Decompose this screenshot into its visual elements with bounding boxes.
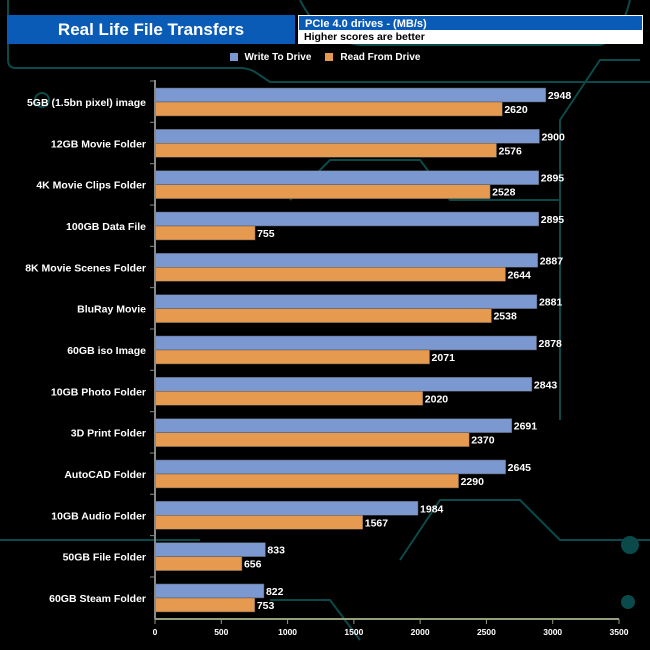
category-label: BluRay Movie bbox=[77, 304, 146, 316]
x-tick-label: 3500 bbox=[610, 627, 629, 637]
data-label: 755 bbox=[257, 228, 275, 240]
bar-write bbox=[154, 335, 537, 351]
data-label: 2370 bbox=[471, 435, 495, 447]
bar-read bbox=[154, 515, 363, 530]
bar-read bbox=[154, 267, 506, 282]
data-label: 2881 bbox=[539, 297, 563, 309]
bar-write bbox=[154, 170, 540, 185]
legend-swatch-read bbox=[325, 53, 334, 61]
data-label: 2576 bbox=[499, 145, 523, 157]
bar-read bbox=[154, 184, 491, 199]
x-tick-label: 2000 bbox=[411, 627, 430, 637]
data-label: 656 bbox=[244, 559, 262, 571]
category-label: 3D Print Folder bbox=[71, 428, 146, 440]
bar-write bbox=[154, 211, 540, 227]
data-label: 2900 bbox=[541, 131, 565, 143]
category-label: 4K Movie Clips Folder bbox=[36, 180, 146, 192]
x-tick-label: 1000 bbox=[278, 627, 297, 637]
data-label: 753 bbox=[257, 600, 275, 612]
data-label: 2020 bbox=[425, 393, 449, 405]
data-label: 2878 bbox=[539, 338, 563, 350]
bar-write bbox=[154, 129, 540, 144]
data-label: 1984 bbox=[420, 503, 444, 515]
category-label: 8K Movie Scenes Folder bbox=[25, 262, 146, 274]
x-tick-label: 0 bbox=[153, 627, 158, 637]
data-label: 2645 bbox=[508, 462, 532, 474]
bar-read bbox=[154, 308, 492, 323]
legend-swatch-write bbox=[229, 53, 238, 61]
category-label: 60GB iso Image bbox=[67, 345, 146, 357]
bar-read bbox=[154, 349, 430, 365]
category-label: 100GB Data File bbox=[66, 221, 146, 233]
data-label: 1567 bbox=[365, 517, 389, 529]
bar-write bbox=[154, 294, 538, 309]
category-label: 60GB Steam Folder bbox=[49, 593, 146, 605]
data-label: 2887 bbox=[540, 255, 564, 267]
bar-write bbox=[154, 377, 533, 392]
bar-read bbox=[154, 143, 497, 158]
chart-note: Higher scores are better bbox=[298, 31, 643, 44]
data-label: 2895 bbox=[541, 173, 565, 185]
chart-title: Real Life File Transfers bbox=[7, 15, 295, 44]
category-label: 10GB Audio Folder bbox=[51, 510, 146, 522]
legend: Write To Drive Read From Drive bbox=[0, 52, 650, 63]
x-tick-label: 1500 bbox=[344, 627, 363, 637]
x-tick-label: 3000 bbox=[543, 627, 562, 637]
data-label: 2290 bbox=[461, 476, 485, 488]
bar-read bbox=[154, 101, 503, 117]
bar-read bbox=[154, 432, 470, 447]
bar-write bbox=[154, 583, 265, 599]
data-label: 2843 bbox=[534, 379, 558, 391]
bar-read bbox=[154, 556, 243, 571]
category-label: 12GB Movie Folder bbox=[51, 138, 146, 150]
data-label: 2644 bbox=[508, 269, 532, 281]
bar-write bbox=[154, 459, 506, 475]
data-label: 2948 bbox=[548, 90, 572, 102]
data-label: 833 bbox=[267, 545, 285, 557]
bar-write bbox=[154, 418, 512, 433]
category-label: 5GB (1.5bn pixel) image bbox=[27, 97, 146, 109]
data-label: 2691 bbox=[514, 421, 538, 433]
data-label: 2895 bbox=[541, 214, 565, 226]
bar-read bbox=[154, 597, 256, 613]
category-label: AutoCAD Folder bbox=[64, 469, 146, 481]
data-label: 2528 bbox=[492, 187, 516, 199]
category-label: 10GB Photo Folder bbox=[51, 386, 146, 398]
data-label: 2620 bbox=[504, 104, 528, 116]
x-tick-label: 2500 bbox=[477, 627, 496, 637]
data-label: 2538 bbox=[493, 311, 517, 323]
chart-subtitle: PCIe 4.0 drives - (MB/s) bbox=[298, 15, 643, 31]
bar-write bbox=[154, 501, 419, 516]
x-tick-label: 500 bbox=[214, 627, 228, 637]
legend-item-read: Read From Drive bbox=[325, 52, 420, 63]
bar-read bbox=[154, 473, 459, 489]
data-label: 2071 bbox=[432, 352, 456, 364]
bar-write bbox=[154, 253, 538, 268]
category-label: 50GB File Folder bbox=[63, 552, 146, 564]
bar-read bbox=[154, 225, 256, 241]
bar-write bbox=[154, 87, 547, 103]
legend-item-write: Write To Drive bbox=[229, 52, 311, 63]
bar-write bbox=[154, 542, 266, 557]
data-label: 822 bbox=[266, 586, 284, 598]
bar-read bbox=[154, 391, 424, 406]
